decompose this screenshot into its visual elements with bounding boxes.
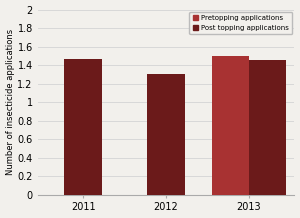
Bar [212, 56, 249, 195]
Y-axis label: Number of insecticide applications: Number of insecticide applications [6, 29, 15, 175]
Bar [147, 74, 185, 195]
Legend: Pretopping applications, Post topping applications: Pretopping applications, Post topping ap… [189, 12, 292, 34]
Bar [64, 59, 102, 195]
Bar [249, 60, 286, 195]
